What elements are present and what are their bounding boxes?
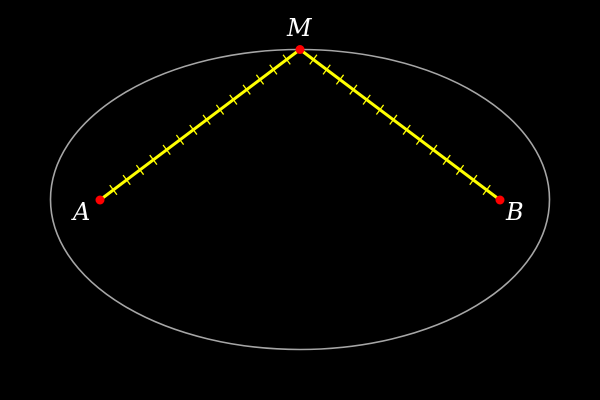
tick-mark bbox=[202, 114, 211, 125]
tick-mark bbox=[122, 174, 131, 186]
tick-mark bbox=[322, 64, 331, 75]
tick-mark bbox=[215, 104, 225, 115]
labels-layer: A M B bbox=[71, 14, 524, 226]
tick-mark bbox=[109, 184, 118, 196]
tick-mark bbox=[375, 104, 385, 115]
point-label-a: A bbox=[71, 198, 90, 226]
tick-mark bbox=[162, 144, 171, 156]
tick-mark bbox=[282, 54, 291, 65]
tick-mark bbox=[149, 154, 158, 166]
segment-mb bbox=[298, 48, 502, 202]
point-label-b: B bbox=[505, 198, 524, 226]
tick-mark bbox=[455, 164, 465, 176]
tick-mark bbox=[402, 124, 411, 135]
point-label-m: M bbox=[286, 14, 313, 42]
points-layer bbox=[95, 45, 505, 205]
tick-mark bbox=[415, 134, 425, 145]
tick-mark bbox=[255, 74, 265, 85]
tick-mark bbox=[135, 164, 145, 176]
ellipse-curve bbox=[49, 48, 551, 351]
tick-mark bbox=[362, 94, 371, 105]
tick-mark bbox=[389, 114, 398, 125]
tick-mark bbox=[335, 74, 345, 85]
tick-mark bbox=[469, 174, 478, 186]
tick-mark bbox=[349, 84, 358, 95]
segments-layer bbox=[98, 48, 502, 202]
tick-mark bbox=[442, 154, 451, 166]
point-a bbox=[95, 195, 105, 205]
tick-mark bbox=[309, 54, 318, 65]
tick-mark bbox=[242, 84, 251, 95]
tick-mark bbox=[189, 124, 198, 135]
tick-mark bbox=[482, 184, 491, 196]
tick-mark bbox=[229, 94, 238, 105]
tick-mark bbox=[429, 144, 438, 156]
tick-mark bbox=[269, 64, 278, 75]
tick-mark bbox=[175, 134, 185, 145]
segment-am bbox=[98, 48, 302, 202]
point-m bbox=[295, 45, 305, 54]
point-b bbox=[495, 195, 505, 205]
